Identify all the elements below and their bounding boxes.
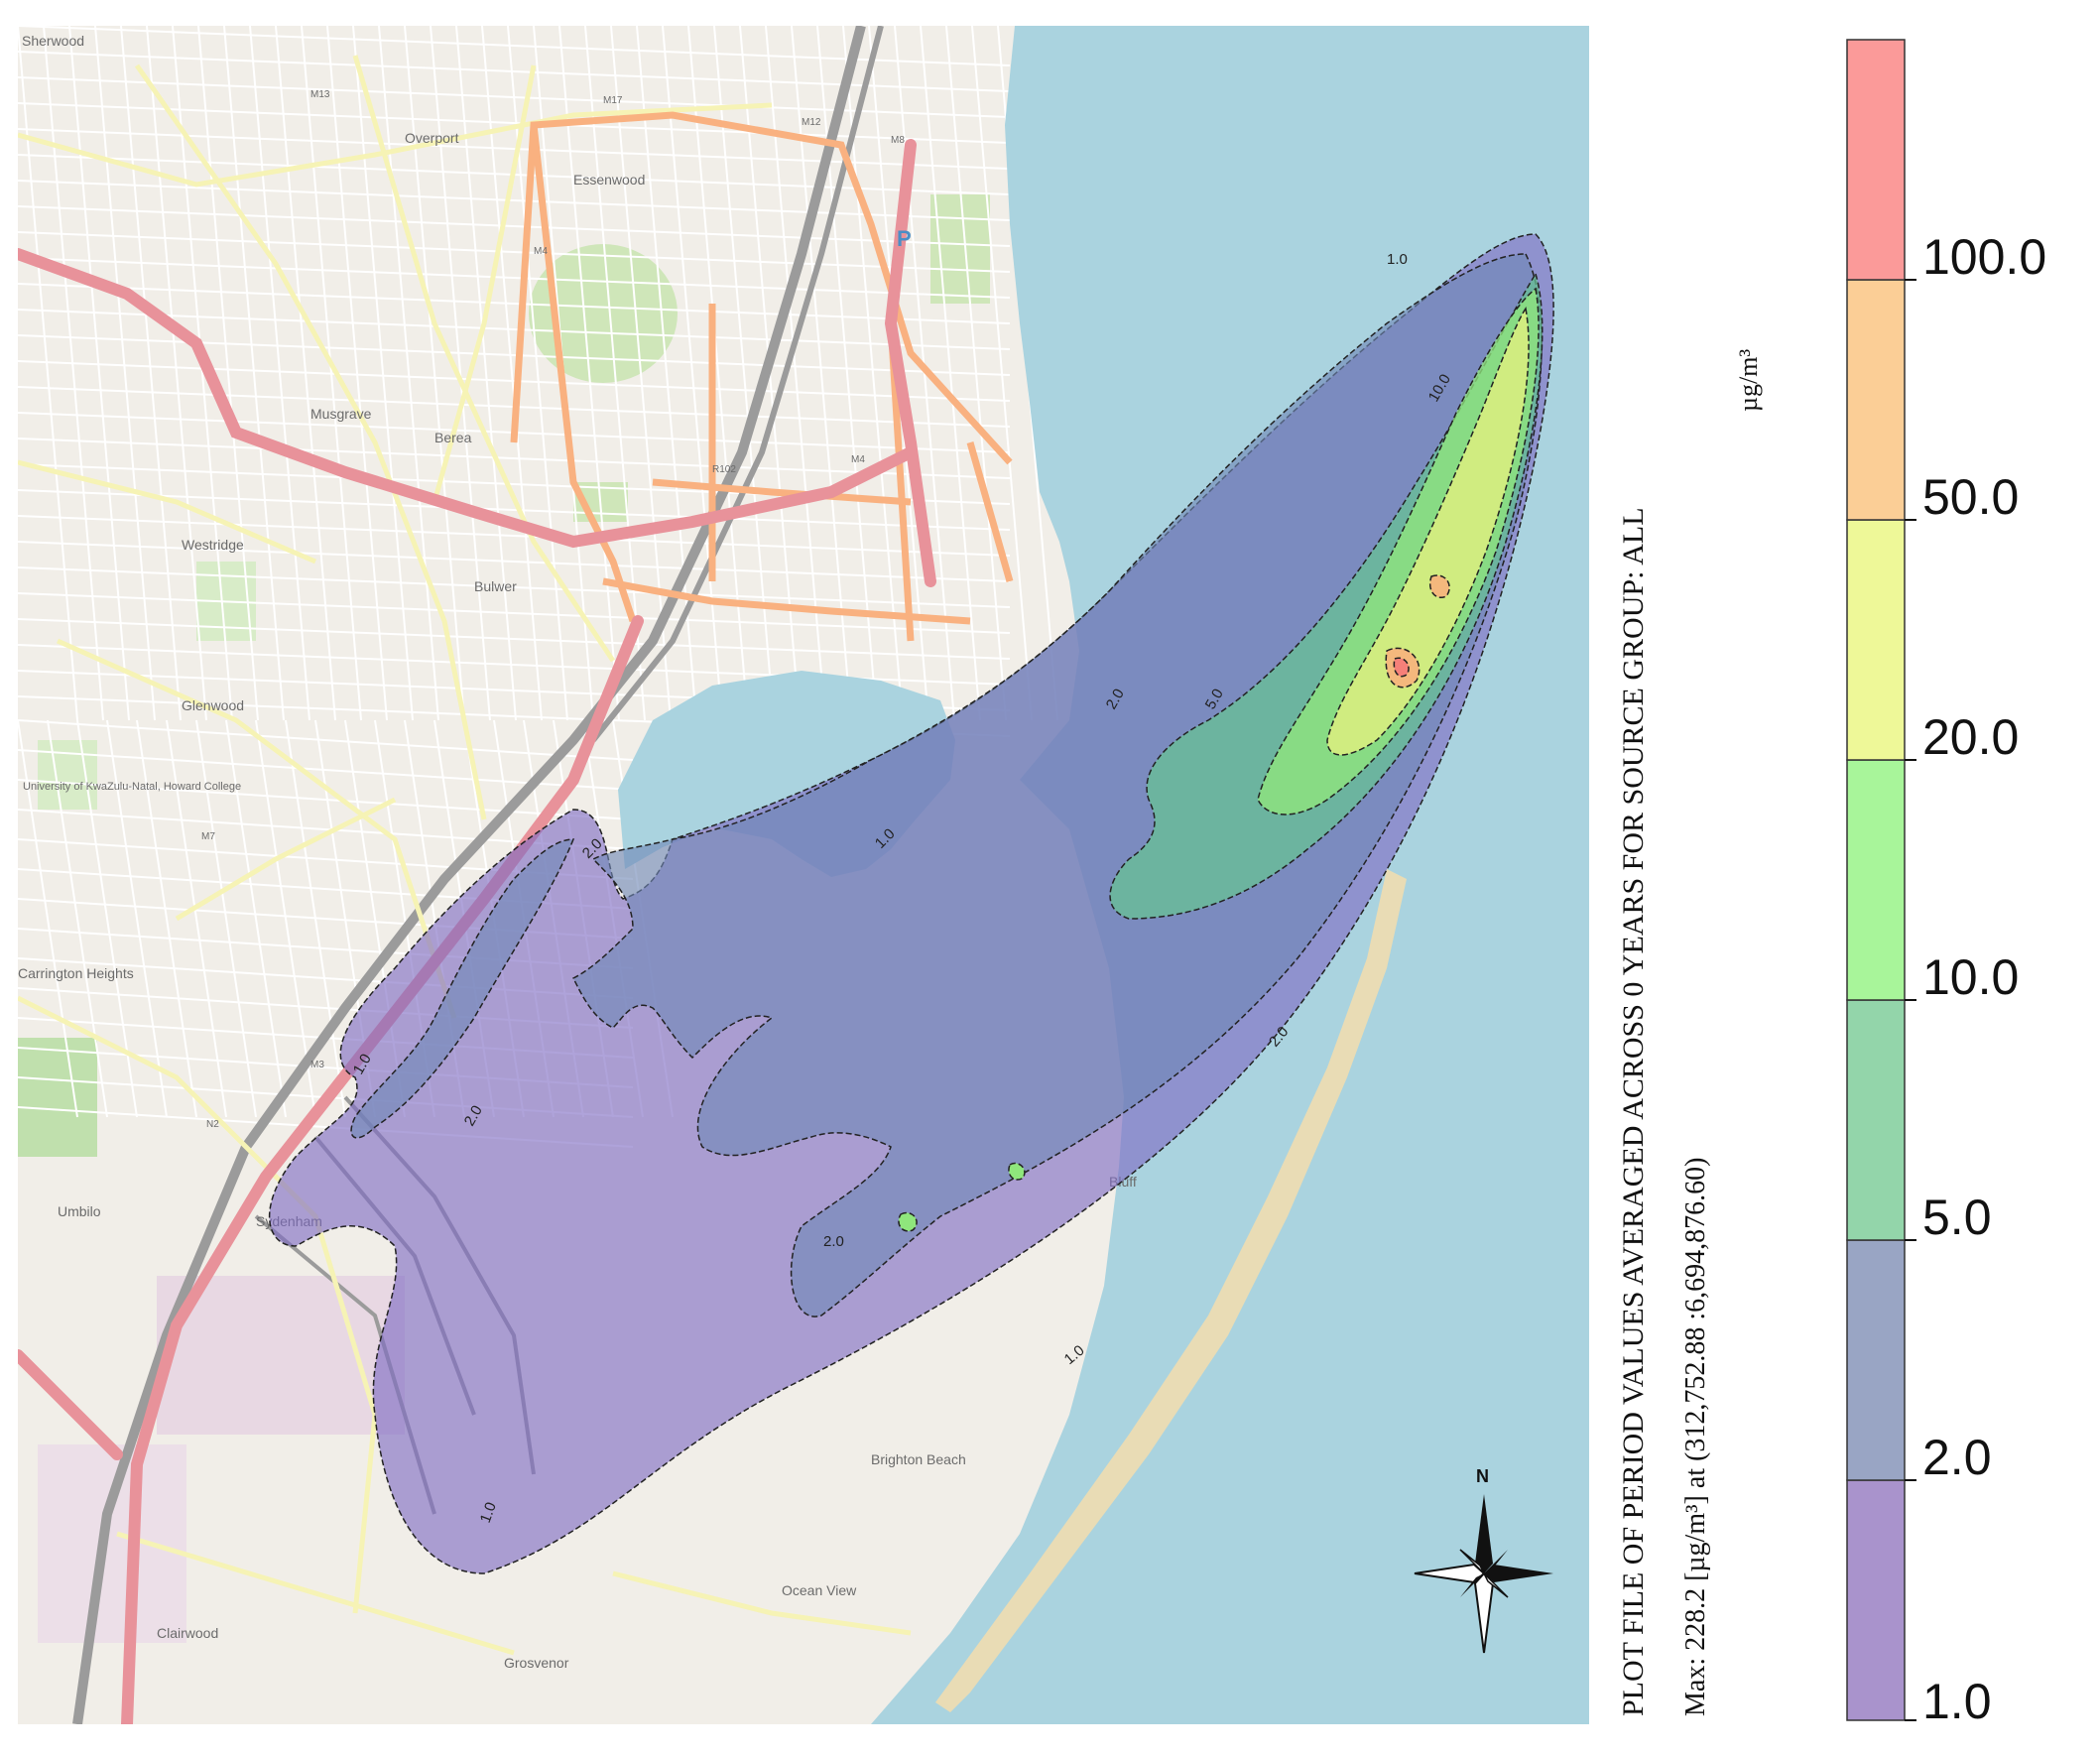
contour-band-2 <box>571 253 1543 1317</box>
legend-band <box>1846 999 1906 1241</box>
road-label: M8 <box>891 135 905 146</box>
motorways <box>18 139 936 1724</box>
place-label: Grosvenor <box>504 1655 569 1671</box>
contour-band-1-west <box>350 838 575 1139</box>
map-panel[interactable]: Sherwood Overport Essenwood Musgrave Ber… <box>18 26 1589 1724</box>
hotspot-10-b <box>898 1211 918 1232</box>
place-label: Clairwood <box>157 1625 218 1641</box>
contour-label: 1.0 <box>1387 251 1408 268</box>
place-label: Bulwer <box>474 578 517 594</box>
place-label: Musgrave <box>310 406 372 422</box>
legend-tick-label: 20.0 <box>1922 709 2019 765</box>
contour-band-10 <box>1257 287 1540 815</box>
contour-band-5 <box>1109 272 1544 920</box>
hotspot-100 <box>1393 657 1410 678</box>
place-label: University of KwaZulu-Natal, Howard Coll… <box>23 781 241 793</box>
place-label: Westridge <box>182 537 244 553</box>
legend-band <box>1846 1239 1906 1481</box>
legend-band <box>1846 759 1906 1001</box>
legend-colorbar: 1.0 2.0 5.0 10.0 20.0 50.0 100.0 <box>1846 39 2046 1729</box>
road-label: M4 <box>851 454 865 465</box>
road-labels: M13 M17 M12 M8 M4 M4 M7 M3 R102 N2 <box>201 89 905 1130</box>
plot-title: PLOT FILE OF PERIOD VALUES AVERAGED ACRO… <box>1617 507 1650 1716</box>
secondary-roads <box>18 55 912 1656</box>
max-value-note: Max: 228.2 [µg/m³] at (312,752.88 :6,694… <box>1680 1157 1711 1716</box>
unit-label: µg/m³ <box>1734 348 1763 412</box>
concentration-contours <box>269 233 1554 1574</box>
place-label: Brighton Beach <box>871 1451 966 1467</box>
place-label: Ocean View <box>782 1582 857 1598</box>
legend-tick-label: 100.0 <box>1922 229 2046 285</box>
legend-band <box>1846 39 1906 281</box>
place-label: Overport <box>405 130 459 146</box>
legend-tick-label: 10.0 <box>1922 949 2019 1005</box>
north-arrow-icon: N <box>1414 1466 1553 1654</box>
north-label: N <box>1476 1466 1489 1486</box>
road-label: R102 <box>712 464 736 475</box>
place-label: Essenwood <box>573 172 645 188</box>
legend-band <box>1846 279 1906 521</box>
place-label: Carrington Heights <box>18 965 134 981</box>
legend-tick-label: 5.0 <box>1922 1190 1992 1245</box>
road-label: M3 <box>310 1060 324 1070</box>
road-label: M4 <box>534 246 548 257</box>
place-label: Sherwood <box>22 33 84 49</box>
legend-tick-label: 1.0 <box>1922 1674 1992 1729</box>
road-label: M12 <box>802 117 821 128</box>
road-label: N2 <box>206 1119 219 1130</box>
contour-label: 1.0 <box>477 1500 500 1525</box>
legend-band <box>1846 1479 1906 1721</box>
place-label: Berea <box>434 430 472 445</box>
hotspot-10-a <box>1008 1162 1026 1181</box>
place-label: Umbilo <box>58 1203 101 1219</box>
svg-text:P: P <box>897 226 912 251</box>
road-label: M13 <box>310 89 330 100</box>
hotspot-50-b <box>1429 574 1450 598</box>
legend-tick-label: 50.0 <box>1922 469 2019 525</box>
road-label: M17 <box>603 95 623 106</box>
legend-tick-label: 2.0 <box>1922 1430 1992 1485</box>
contour-band-20 <box>1326 307 1530 756</box>
place-label: Glenwood <box>182 697 244 713</box>
industrial-areas <box>38 1276 405 1643</box>
legend-band <box>1846 519 1906 761</box>
road-label: M7 <box>201 831 215 842</box>
contour-label: 2.0 <box>823 1233 844 1250</box>
basemap: Sherwood Overport Essenwood Musgrave Ber… <box>18 26 1589 1724</box>
parking-icon: P <box>897 226 912 251</box>
trunk-roads <box>510 111 1014 642</box>
